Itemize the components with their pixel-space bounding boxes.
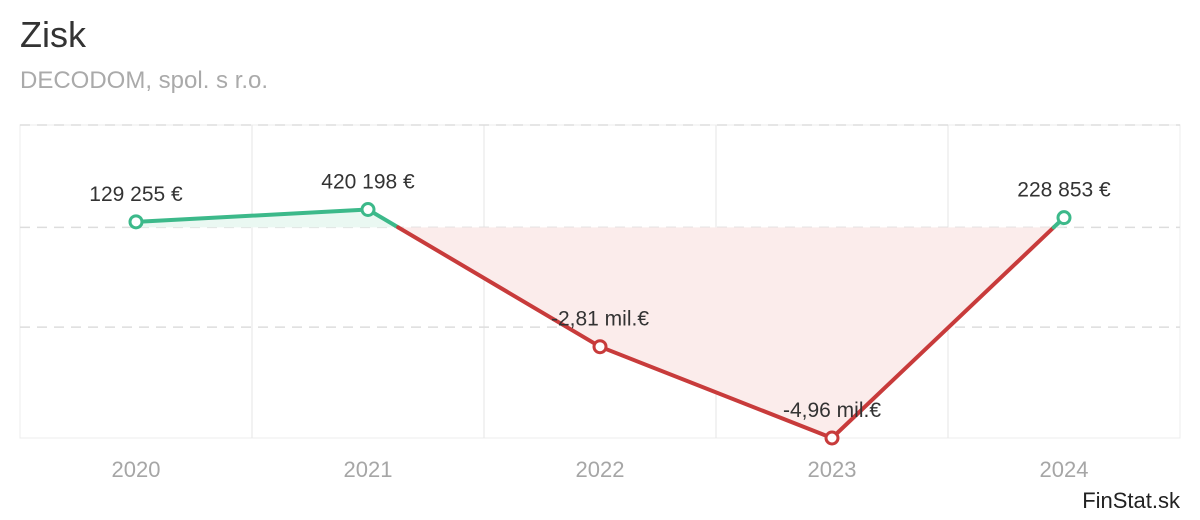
negative-area (600, 227, 832, 438)
data-label: 420 198 € (321, 171, 415, 194)
data-label: -4,96 mil.€ (783, 399, 881, 422)
data-point (360, 202, 376, 218)
data-point (128, 214, 144, 230)
positive-line-segment (134, 207, 370, 224)
data-point (592, 339, 608, 355)
data-label: 129 255 € (89, 183, 183, 206)
data-label: 228 853 € (1017, 179, 1111, 202)
x-tick-label: 2024 (1040, 457, 1089, 482)
negative-line-segment (598, 344, 834, 440)
chart-title: Zisk (20, 14, 86, 55)
data-point (1056, 210, 1072, 226)
finstat-brand: FinStat.sk (1082, 488, 1180, 513)
data-point (824, 430, 840, 446)
x-tick-label: 2022 (576, 457, 625, 482)
x-tick-label: 2023 (808, 457, 857, 482)
chart-subtitle: DECODOM, spol. s r.o. (20, 67, 269, 94)
data-label: -2,81 mil.€ (551, 308, 649, 331)
negative-line-segment (396, 225, 602, 349)
negative-line-segment (830, 225, 1056, 440)
x-tick-label: 2021 (344, 457, 393, 482)
x-tick-label: 2020 (112, 457, 161, 482)
